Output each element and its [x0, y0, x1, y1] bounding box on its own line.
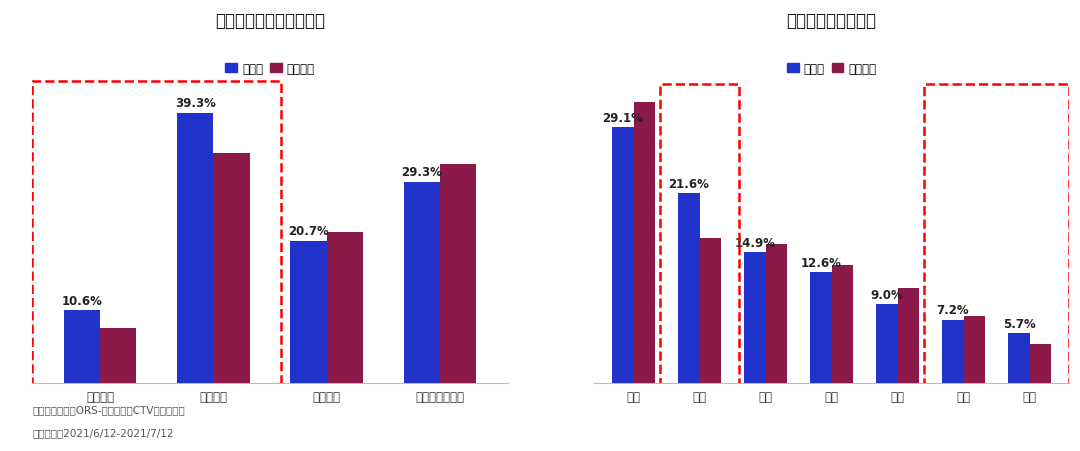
Bar — [877, 304, 897, 383]
Text: 29.1%: 29.1% — [603, 112, 644, 124]
Text: 12.6%: 12.6% — [800, 256, 841, 269]
Bar — [744, 253, 766, 383]
Bar — [766, 245, 786, 383]
Bar — [214, 153, 249, 383]
Bar — [326, 232, 363, 383]
Bar — [100, 328, 136, 383]
Bar — [810, 273, 832, 383]
Text: 20.7%: 20.7% — [288, 225, 328, 238]
Bar — [678, 194, 700, 383]
Text: 21.6%: 21.6% — [669, 177, 710, 190]
Text: 14.9%: 14.9% — [734, 236, 775, 249]
Bar — [440, 165, 476, 383]
Bar — [963, 317, 985, 383]
Bar — [660, 85, 739, 401]
Bar — [832, 265, 853, 383]
Text: 5.7%: 5.7% — [1002, 317, 1036, 330]
Bar — [291, 241, 326, 383]
Text: 数据来源：匀正ORS-联网电视（CTV）收视系统: 数据来源：匀正ORS-联网电视（CTV）收视系统 — [32, 405, 185, 414]
Bar — [177, 114, 214, 383]
Bar — [943, 320, 963, 383]
Text: 29.3%: 29.3% — [401, 166, 442, 179]
Text: 时间周期：2021/6/12-2021/7/12: 时间周期：2021/6/12-2021/7/12 — [32, 427, 174, 437]
Bar — [32, 81, 281, 400]
Legend: 欧洲杯, 直播整体: 欧洲杯, 直播整体 — [220, 58, 320, 80]
Bar — [700, 239, 720, 383]
Bar — [404, 182, 440, 383]
Bar — [634, 103, 654, 383]
Text: 9.0%: 9.0% — [870, 288, 903, 301]
Title: 分城市级别家庭到达占比: 分城市级别家庭到达占比 — [215, 12, 325, 30]
Legend: 欧洲杯, 直播整体: 欧洲杯, 直播整体 — [782, 58, 881, 80]
Text: 7.2%: 7.2% — [936, 304, 970, 317]
Bar — [612, 128, 634, 383]
Bar — [897, 289, 919, 383]
Bar — [1029, 344, 1051, 383]
Text: 39.3%: 39.3% — [175, 97, 216, 110]
Bar — [64, 311, 100, 383]
Bar — [1009, 333, 1029, 383]
Bar — [924, 85, 1069, 401]
Text: 10.6%: 10.6% — [62, 294, 103, 307]
Title: 分大区家庭到达占比: 分大区家庭到达占比 — [786, 12, 877, 30]
